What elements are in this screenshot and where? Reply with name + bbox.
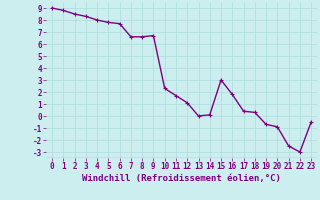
X-axis label: Windchill (Refroidissement éolien,°C): Windchill (Refroidissement éolien,°C) [82,174,281,183]
